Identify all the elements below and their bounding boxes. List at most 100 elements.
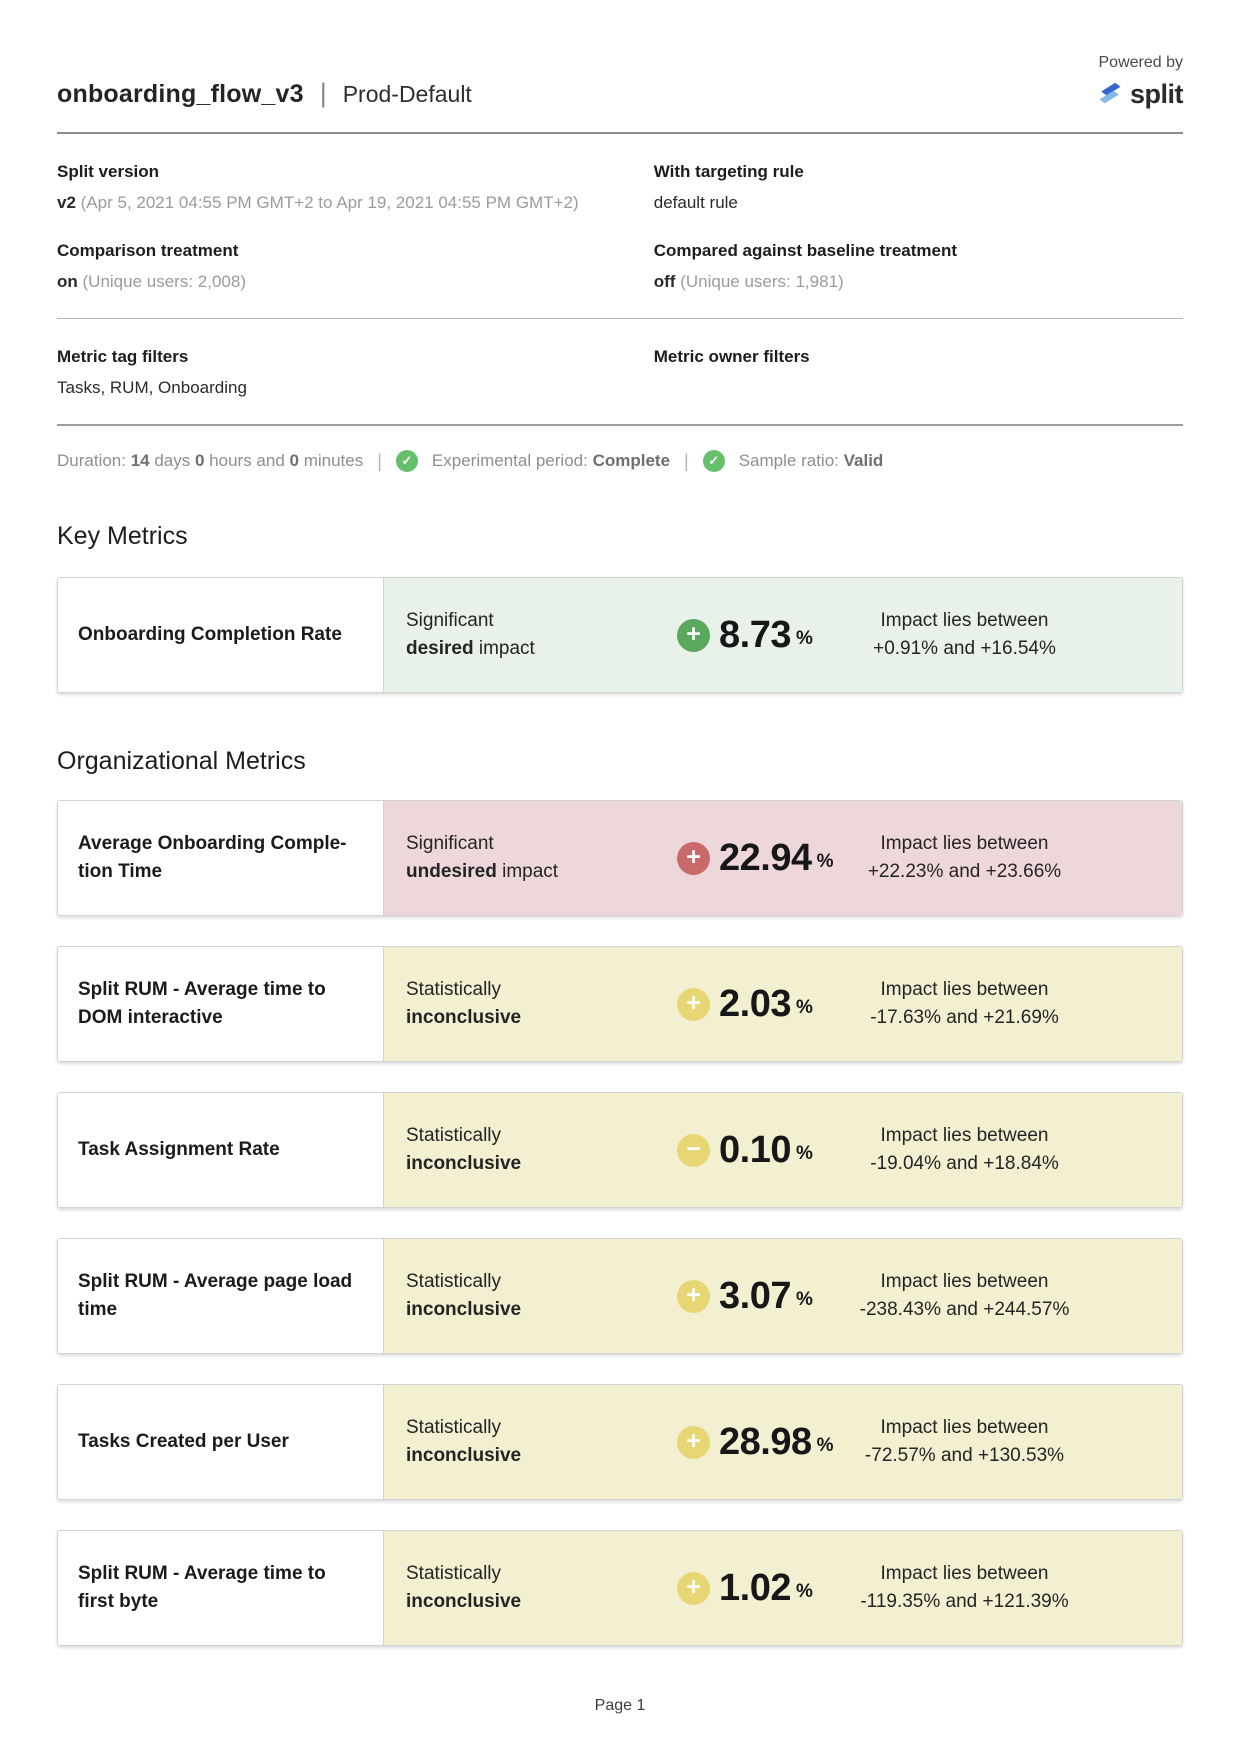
metric-name: Average Onboarding Comple­tion Time	[78, 833, 347, 882]
split-wordmark: split	[1129, 79, 1184, 109]
brand-block: Powered by split	[1096, 54, 1184, 110]
metric-name-cell: Split RUM - Average page load time	[58, 1239, 384, 1353]
check-circle-icon: ✓	[395, 450, 418, 472]
status-line: inconclusive	[406, 1153, 522, 1174]
metric-name-cell: Split RUM - Average time to first byte	[58, 1531, 384, 1645]
metric-name: Split RUM - Average time to first byte	[78, 1563, 326, 1612]
status-line: Statistically	[406, 978, 502, 1000]
impact-line: -119.35% and +121.39%	[860, 1591, 1069, 1612]
meta-field-baseline-treatment: Compared against baseline treatment off …	[654, 241, 1183, 292]
metric-result-cell: Significant undesired impact + 22.94 % I…	[384, 801, 1182, 915]
metric-name-cell: Split RUM - Average time to DOM interact…	[58, 947, 384, 1061]
status-line: Statistically	[406, 1270, 502, 1292]
impact-range: Impact lies between -238.43% and +244.57…	[847, 1268, 1082, 1325]
plus-circle-icon: +	[677, 1571, 710, 1605]
meta-value	[654, 378, 1183, 398]
impact-line: +0.91% and +16.54%	[873, 638, 1056, 659]
status-line: desired impact	[406, 638, 535, 659]
impact-value: − 0.10 %	[677, 1129, 847, 1172]
impact-percent: 1.02	[719, 1566, 791, 1609]
report-header: onboarding_flow_v3 | Prod-Default Powere…	[57, 54, 1184, 110]
meta-row-3: Metric tag filters Tasks, RUM, Onboardin…	[57, 347, 1183, 398]
impact-percent: 2.03	[719, 982, 791, 1025]
percent-sign: %	[795, 996, 813, 1018]
metric-name-cell: Tasks Created per User	[58, 1385, 384, 1499]
plus-circle-icon: +	[677, 618, 710, 652]
status-line: Statistically	[406, 1416, 502, 1438]
metric-name-cell: Onboarding Completion Rate	[58, 578, 384, 692]
metric-card: Task Assignment Rate Statistically incon…	[57, 1092, 1183, 1208]
meta-field-owner-filters: Metric owner filters	[654, 347, 1183, 398]
sample-ratio-text: Sample ratio: Valid	[738, 451, 884, 470]
status-line: Statistically	[406, 1124, 502, 1146]
metric-card: Onboarding Completion Rate Significant d…	[57, 577, 1183, 693]
title-separator: |	[319, 78, 327, 108]
status-line: Significant	[406, 609, 494, 631]
meta-label: With targeting rule	[653, 162, 804, 181]
page-number: Page 1	[594, 1697, 646, 1714]
meta-field-tag-filters: Metric tag filters Tasks, RUM, Onboardin…	[57, 347, 654, 398]
status-text: Statistically inconclusive	[384, 1268, 677, 1325]
page-title: onboarding_flow_v3	[57, 80, 304, 108]
powered-by-label: Powered by	[1098, 54, 1184, 71]
metric-card: Average Onboarding Comple­tion Time Sign…	[57, 800, 1183, 916]
status-line: inconclusive	[406, 1591, 522, 1612]
metric-name: Split RUM - Average time to DOM interact…	[78, 979, 326, 1028]
plus-circle-icon: +	[677, 1279, 710, 1313]
impact-line: -238.43% and +244.57%	[859, 1299, 1070, 1320]
header-divider	[57, 132, 1183, 134]
metric-card: Split RUM - Average time to DOM interact…	[57, 946, 1183, 1062]
metric-card: Tasks Created per User Statistically inc…	[57, 1384, 1183, 1500]
status-text: Statistically inconclusive	[384, 1560, 677, 1617]
metric-result-cell: Statistically inconclusive − 0.10 % Impa…	[384, 1093, 1182, 1207]
impact-range: Impact lies between -17.63% and +21.69%	[847, 976, 1082, 1033]
metric-name: Tasks Created per User	[78, 1431, 289, 1453]
split-logo-icon	[1096, 81, 1124, 109]
percent-sign: %	[795, 1288, 813, 1310]
impact-percent: 3.07	[719, 1274, 791, 1317]
meta-field-comparison-treatment: Comparison treatment on (Unique users: 2…	[57, 241, 654, 292]
impact-range: Impact lies between -19.04% and +18.84%	[847, 1122, 1082, 1179]
metric-result-cell: Statistically inconclusive + 28.98 % Imp…	[384, 1385, 1182, 1499]
impact-line: -19.04% and +18.84%	[870, 1153, 1059, 1174]
impact-line: Impact lies between	[880, 832, 1049, 854]
impact-range: Impact lies between -72.57% and +130.53%	[847, 1414, 1082, 1471]
meta-label: Split version	[57, 162, 160, 181]
impact-value: + 8.73 %	[677, 614, 847, 657]
meta-value: on (Unique users: 2,008)	[57, 272, 246, 291]
status-separator: |	[377, 450, 382, 471]
impact-percent: 28.98	[719, 1420, 812, 1463]
meta-label: Metric owner filters	[653, 347, 810, 366]
percent-sign: %	[795, 1142, 813, 1164]
percent-sign: %	[816, 1434, 834, 1456]
meta-value: default rule	[653, 193, 738, 212]
percent-sign: %	[795, 627, 813, 649]
status-text: Significant undesired impact	[384, 830, 677, 887]
check-circle-icon: ✓	[702, 450, 725, 472]
plus-circle-icon: +	[677, 841, 710, 875]
metric-result-cell: Statistically inconclusive + 2.03 % Impa…	[384, 947, 1182, 1061]
metric-name: Split RUM - Average page load time	[78, 1271, 353, 1320]
impact-percent: 8.73	[719, 613, 791, 656]
meta-label: Compared against baseline treatment	[653, 241, 958, 260]
impact-range: Impact lies between -119.35% and +121.39…	[847, 1560, 1082, 1617]
metric-name: Onboarding Completion Rate	[78, 624, 342, 646]
impact-range: Impact lies between +22.23% and +23.66%	[847, 830, 1082, 887]
status-text: Statistically inconclusive	[384, 976, 677, 1033]
meta-field-targeting-rule: With targeting rule default rule	[654, 162, 1183, 213]
metric-result-cell: Statistically inconclusive + 1.02 % Impa…	[384, 1531, 1182, 1645]
impact-value: + 28.98 %	[677, 1421, 847, 1464]
organizational-metrics-heading: Organizational Metrics	[57, 747, 306, 775]
meta-label: Metric tag filters	[57, 347, 189, 366]
percent-sign: %	[795, 1580, 813, 1602]
metric-result-cell: Statistically inconclusive + 3.07 % Impa…	[384, 1239, 1182, 1353]
meta-value: v2 (Apr 5, 2021 04:55 PM GMT+2 to Apr 19…	[57, 193, 579, 212]
organizational-metrics-list: Average Onboarding Comple­tion Time Sign…	[57, 800, 1183, 1646]
status-line: undesired impact	[406, 861, 559, 882]
status-line: inconclusive	[406, 1007, 522, 1028]
meta-label: Comparison treatment	[57, 241, 239, 260]
meta-row-2: Comparison treatment on (Unique users: 2…	[57, 241, 1183, 292]
metric-name-cell: Task Assignment Rate	[58, 1093, 384, 1207]
meta-divider	[57, 318, 1183, 319]
